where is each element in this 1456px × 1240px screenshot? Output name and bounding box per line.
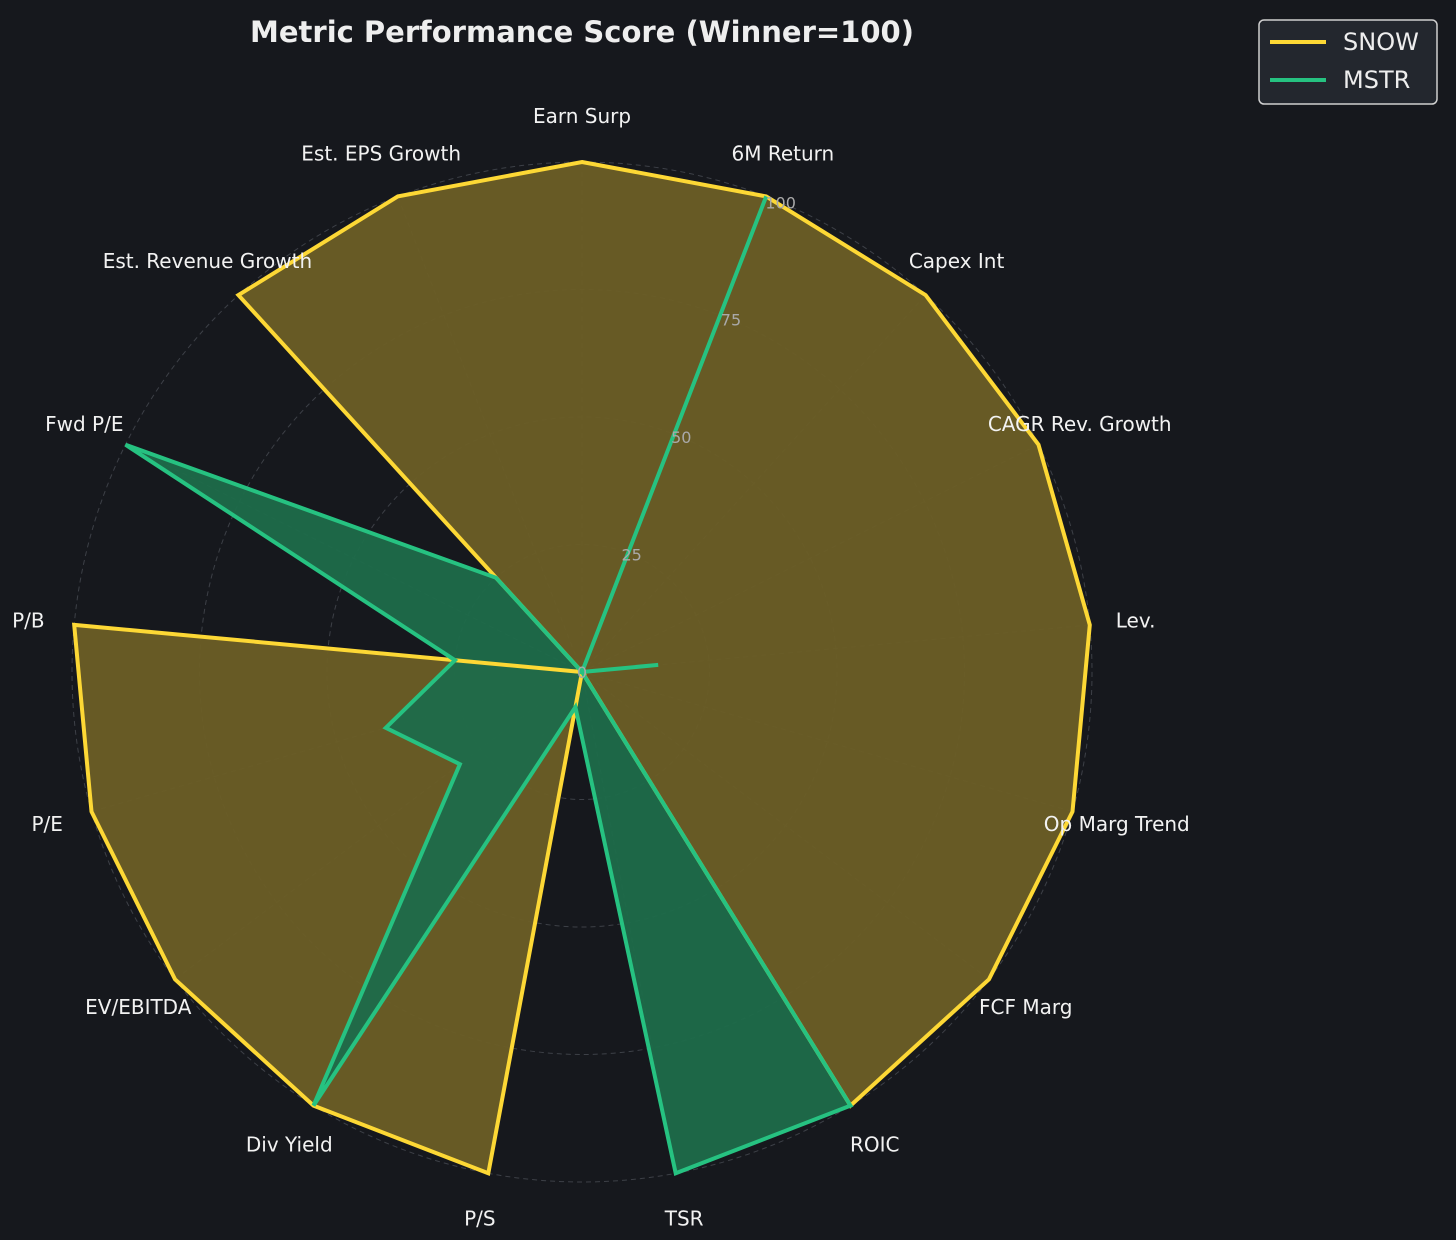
series-fill-mstr (125, 196, 851, 1174)
chart-title: Metric Performance Score (Winner=100) (250, 15, 914, 49)
axis-label-roic: ROIC (850, 1133, 900, 1157)
axis-label-lev: Lev. (1116, 609, 1156, 633)
axis-label-fcf-marg: FCF Marg (979, 995, 1072, 1019)
axis-label-p-e: P/E (32, 812, 63, 836)
axis-label-est-eps-growth: Est. EPS Growth (301, 142, 461, 166)
radial-tick-100: 100 (765, 193, 796, 212)
legend: SNOW MSTR (1258, 19, 1438, 105)
axis-label-cagr-rev-growth: CAGR Rev. Growth (988, 412, 1172, 436)
series-line-mstr (124, 195, 854, 1177)
axis-label-fwd-p-e: Fwd P/E (45, 412, 123, 436)
legend-label-snow: SNOW (1343, 28, 1419, 56)
axis-label-op-marg-trend: Op Marg Trend (1044, 812, 1190, 836)
radial-tick-25: 25 (621, 546, 641, 565)
axis-label-div-yield: Div Yield (246, 1133, 333, 1157)
radial-tick-0: 0 (577, 663, 587, 682)
axis-label-earn-surp: Earn Surp (533, 104, 631, 128)
radial-tick-75: 75 (721, 311, 741, 330)
axis-label-ev-ebitda: EV/EBITDA (85, 995, 192, 1019)
radial-tick-labels: 0 25 50 75 100 (577, 193, 796, 682)
axis-label-est-revenue-growth: Est. Revenue Growth (103, 249, 312, 273)
axis-label-6m-return: 6M Return (731, 142, 834, 166)
axis-label-tsr: TSR (664, 1207, 704, 1231)
axis-labels: Earn Surp 6M Return Capex Int CAGR Rev. Gro… (12, 104, 1190, 1231)
axis-label-p-b: P/B (12, 609, 45, 633)
legend-label-mstr: MSTR (1343, 66, 1410, 94)
series-lines (71, 159, 1092, 1177)
axis-label-capex-int: Capex Int (909, 249, 1005, 273)
axis-label-p-s: P/S (464, 1207, 496, 1231)
radial-tick-50: 50 (671, 428, 691, 447)
